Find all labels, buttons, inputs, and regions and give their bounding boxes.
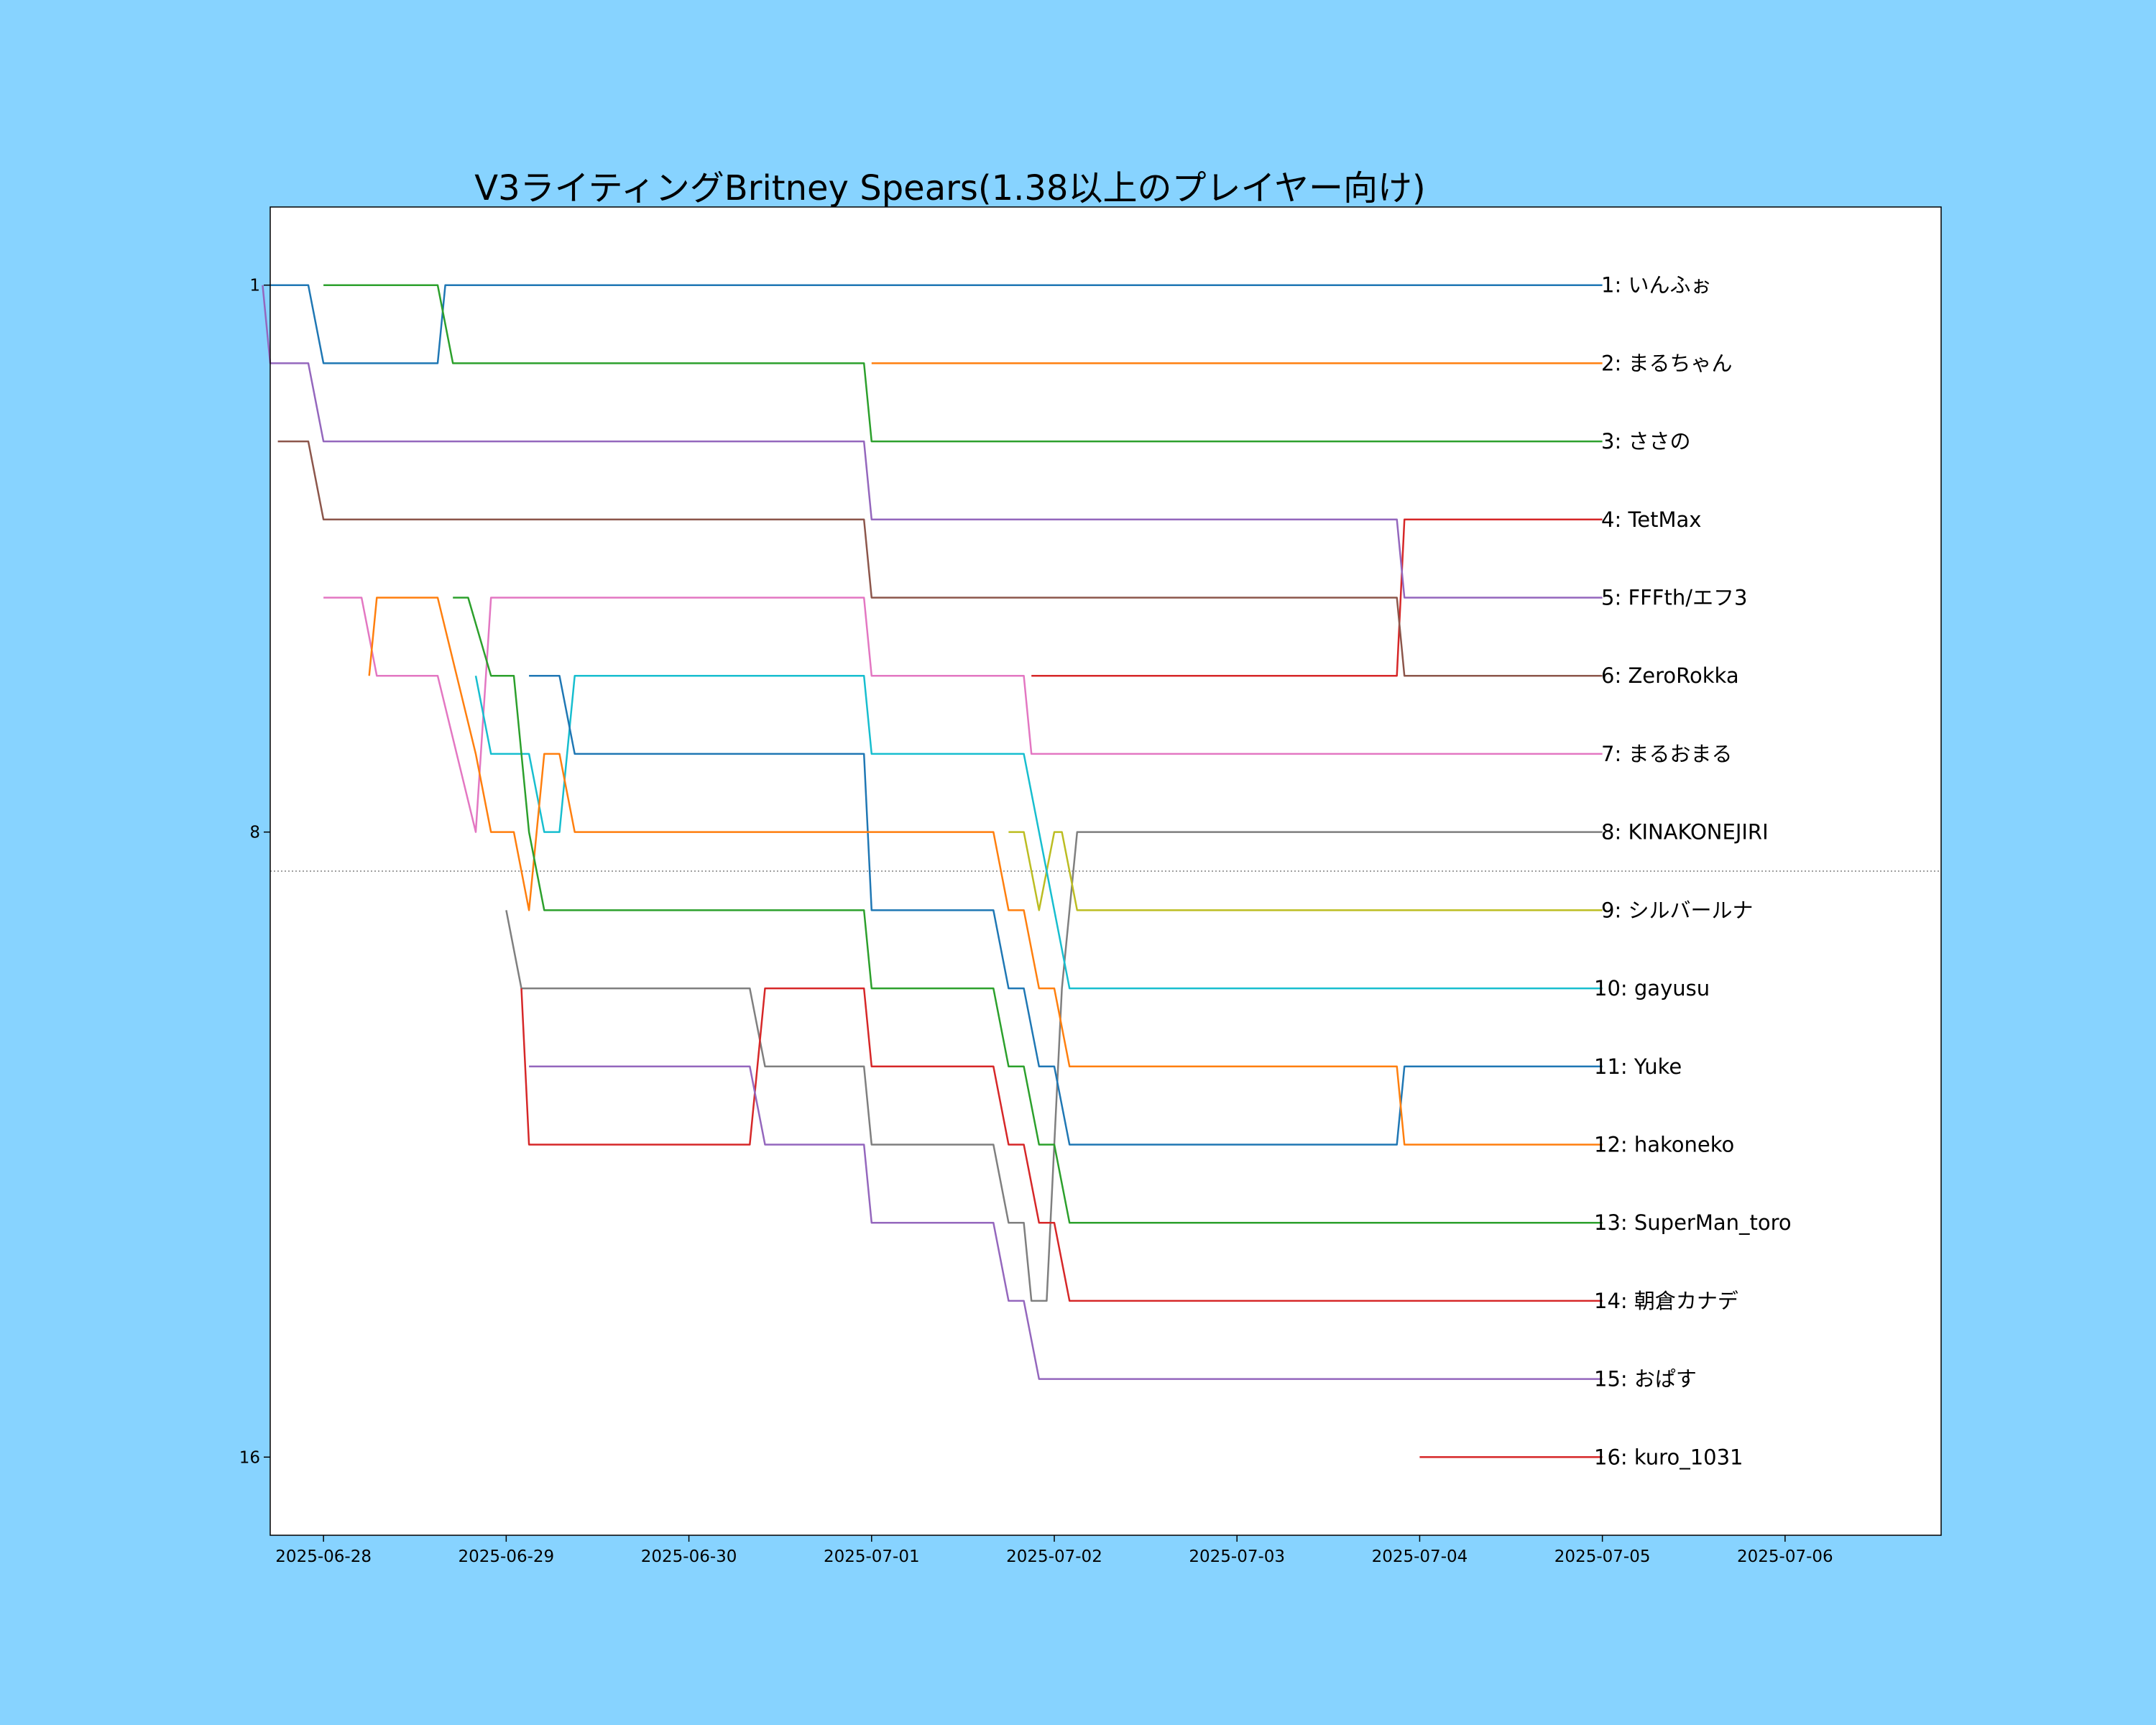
series-line-5 (262, 285, 1603, 599)
series-label-9: 9: シルバールナ (1601, 898, 1753, 922)
series-line-6 (277, 440, 1603, 677)
x-axis: 2025-06-28 2025-06-29 2025-06-30 2025-07-01… (275, 1535, 1833, 1566)
series-line-1 (270, 284, 1603, 364)
plot-area (270, 207, 1941, 1535)
x-tick-label: 2025-07-03 (1189, 1547, 1285, 1566)
series-label-3: 3: ささの (1601, 429, 1690, 454)
series-line-12 (368, 597, 1603, 1146)
x-tick-label: 2025-07-05 (1554, 1547, 1651, 1566)
x-tick-label: 2025-06-30 (641, 1547, 737, 1566)
series-line-4 (1031, 518, 1603, 677)
series-line-8 (505, 831, 1603, 1302)
series-label-12: 12: hakoneko (1594, 1132, 1734, 1156)
series-line-13 (453, 597, 1603, 1224)
series-label-2: 2: まるちゃん (1601, 351, 1732, 375)
series-label-5: 5: FFFth/エフ3 (1601, 586, 1747, 610)
series-label-11: 11: Yuke (1594, 1054, 1682, 1079)
x-tick-label: 2025-07-06 (1737, 1547, 1833, 1566)
series-label-15: 15: おぱす (1594, 1367, 1697, 1392)
series-label-10: 10: gayusu (1594, 976, 1710, 1000)
series-line-14 (520, 987, 1603, 1302)
y-tick-label: 1 (249, 277, 260, 295)
series-lines (262, 284, 1603, 1458)
series-label-7: 7: まるおまる (1601, 742, 1732, 766)
series-label-13: 13: SuperMan_toro (1594, 1210, 1792, 1235)
x-tick-label: 2025-06-28 (275, 1547, 372, 1566)
series-line-10 (474, 674, 1603, 990)
x-tick-label: 2025-07-04 (1372, 1547, 1468, 1566)
series-end-labels: 1: いんふぉ 2: まるちゃん 3: ささの 4: TetMax 5: FFFth/エ… (1594, 273, 1792, 1470)
plot-frame (270, 206, 1942, 1536)
series-label-4: 4: TetMax (1601, 507, 1701, 532)
y-tick-label: 8 (249, 824, 260, 842)
series-line-3 (323, 284, 1603, 443)
series-label-8: 8: KINAKONEJIRI (1601, 820, 1769, 845)
series-line-11 (529, 674, 1603, 1146)
y-tick-label: 16 (239, 1448, 260, 1467)
series-label-16: 16: kuro_1031 (1594, 1445, 1743, 1469)
series-line-15 (529, 1065, 1603, 1380)
series-label-6: 6: ZeroRokka (1601, 663, 1739, 688)
x-tick-label: 2025-06-29 (459, 1547, 555, 1566)
chart-title: V3ライティングBritney Spears(1.38以上のプレイヤー向け) (474, 168, 1426, 208)
series-label-14: 14: 朝倉カナデ (1594, 1289, 1738, 1313)
x-tick-label: 2025-07-01 (824, 1547, 920, 1566)
x-tick-label: 2025-07-02 (1006, 1547, 1102, 1566)
series-line-9 (1008, 831, 1603, 911)
series-label-1: 1: いんふぉ (1601, 273, 1711, 298)
